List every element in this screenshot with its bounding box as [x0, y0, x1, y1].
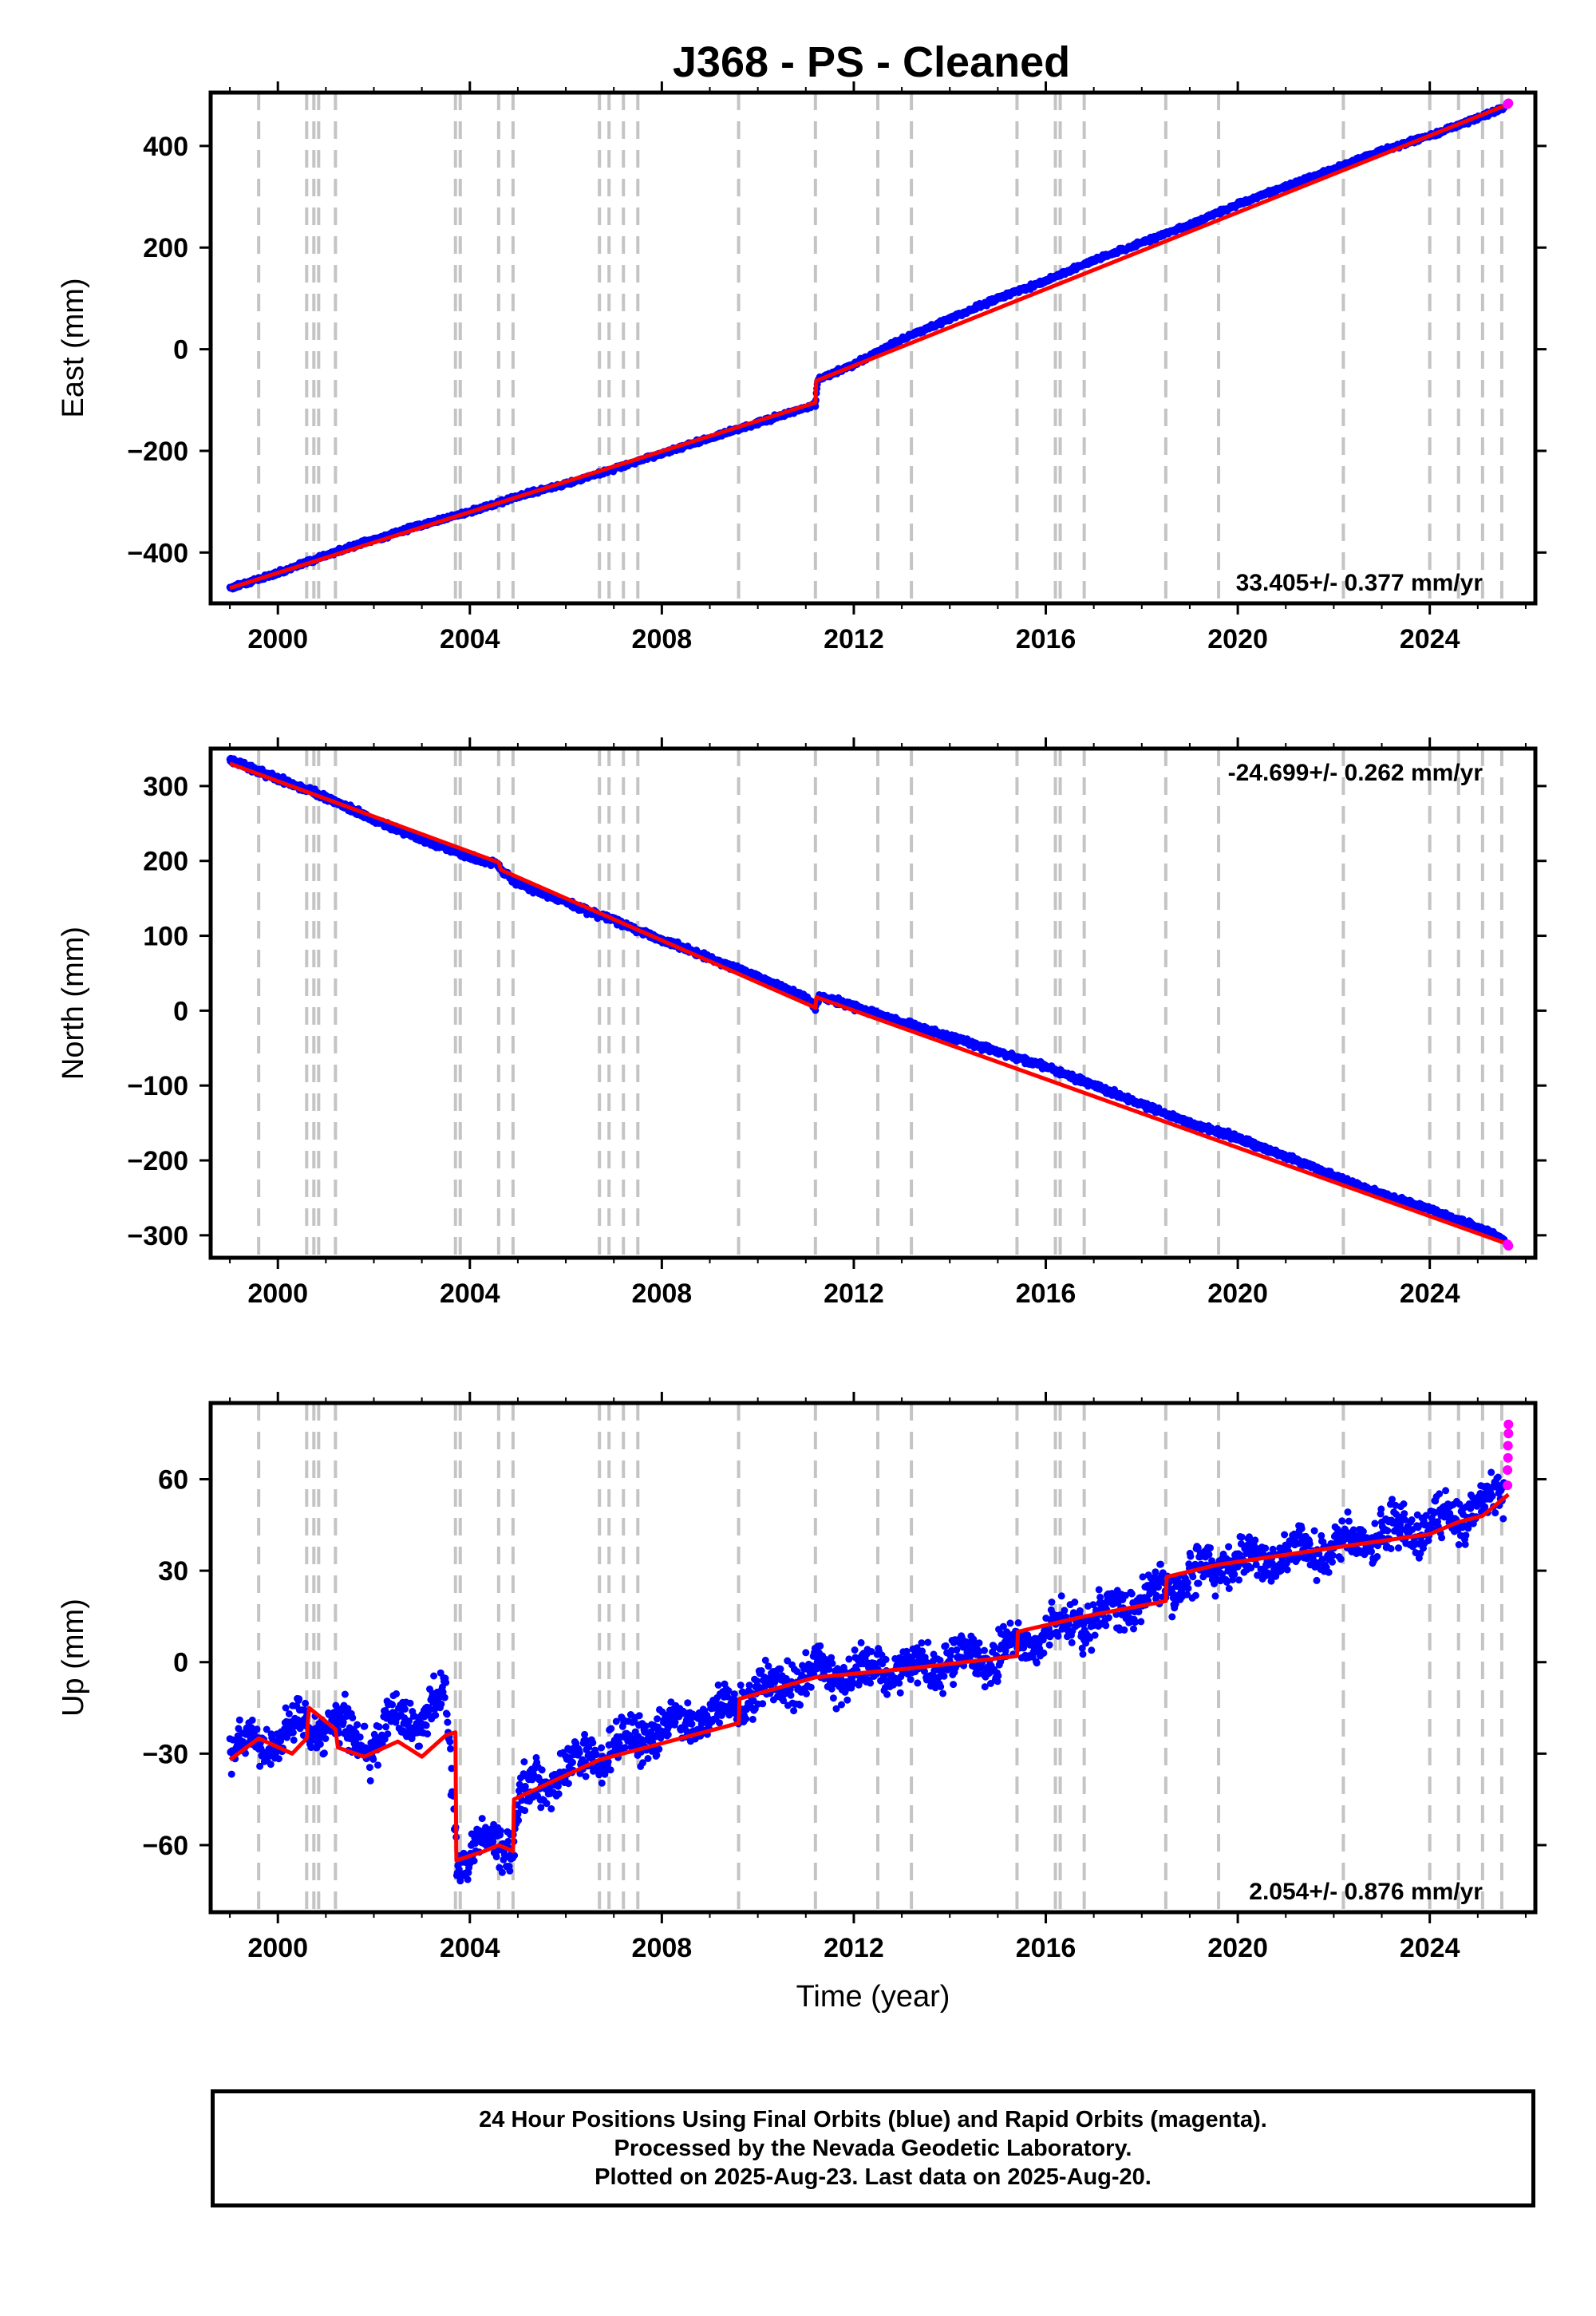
rapid-orbit-point	[1503, 1480, 1513, 1491]
plot-area	[226, 1403, 1514, 1912]
x-tick-label: 2020	[1207, 1933, 1268, 1963]
x-tick-label: 2016	[1016, 624, 1077, 654]
x-tick-label: 2004	[440, 624, 500, 654]
x-tick-label: 2024	[1400, 624, 1460, 654]
final-orbit-points	[226, 1468, 1508, 1885]
y-tick-label: 300	[143, 772, 188, 802]
y-tick-label: 30	[158, 1556, 188, 1587]
x-tick-label: 2004	[440, 1279, 500, 1309]
footer-line-2: Processed by the Nevada Geodetic Laborat…	[614, 2136, 1132, 2161]
y-axis-label: North (mm)	[57, 927, 90, 1080]
panel-3: 2000 2004 2008 2012 2016 2020 2024 −60 −30 0 30 60 U…	[57, 1392, 1547, 2014]
y-tick-label: −60	[142, 1831, 188, 1861]
rapid-orbit-point	[1503, 1240, 1514, 1251]
rapid-orbit-point	[1503, 1419, 1514, 1429]
x-tick-label: 2000	[247, 1279, 308, 1309]
x-tick-label: 2012	[824, 624, 884, 654]
final-orbit-points	[226, 104, 1508, 593]
y-tick-label: 200	[143, 233, 188, 263]
final-orbit-points	[226, 754, 1508, 1244]
x-tick-label: 2020	[1207, 1279, 1268, 1309]
rate-label: 33.405+/- 0.377 mm/yr	[1236, 570, 1483, 596]
plot-frame	[208, 746, 1538, 1260]
x-tick-label: 2008	[632, 1279, 693, 1309]
rate-label: 2.054+/- 0.876 mm/yr	[1249, 1879, 1483, 1905]
chart-title: J368 - PS - Cleaned	[673, 38, 1070, 86]
y-tick-label: 0	[173, 996, 188, 1026]
y-tick-label: 0	[173, 1648, 188, 1678]
x-tick-label: 2020	[1207, 624, 1268, 654]
y-tick-label: 100	[143, 922, 188, 952]
rapid-orbit-point	[1503, 1441, 1513, 1451]
footer-line-1: 24 Hour Positions Using Final Orbits (bl…	[479, 2107, 1267, 2132]
y-axis-label: Up (mm)	[57, 1599, 90, 1717]
rapid-orbit-point	[1503, 98, 1514, 109]
y-tick-label: 200	[143, 847, 188, 877]
model-line	[229, 102, 1510, 591]
x-tick-label: 2008	[632, 1933, 693, 1963]
x-tick-label: 2008	[632, 624, 693, 654]
panel-1: 2000 2004 2008 2012 2016 2020 2024 −400 −200 0 200…	[57, 81, 1547, 654]
x-tick-label: 2016	[1016, 1933, 1077, 1963]
y-tick-label: −200	[127, 437, 188, 467]
y-tick-label: 60	[158, 1465, 188, 1496]
x-tick-label: 2012	[824, 1933, 884, 1963]
y-tick-label: −200	[127, 1146, 188, 1176]
x-tick-label: 2000	[247, 1933, 308, 1963]
rate-label: -24.699+/- 0.262 mm/yr	[1228, 760, 1483, 786]
y-tick-label: −400	[127, 538, 188, 568]
plot-frame	[208, 90, 1538, 606]
x-tick-label: 2012	[824, 1279, 884, 1309]
rapid-orbit-point	[1503, 1429, 1514, 1439]
plot-area	[226, 749, 1514, 1258]
footer-box: 24 Hour Positions Using Final Orbits (bl…	[211, 2089, 1535, 2207]
y-tick-label: −30	[142, 1739, 188, 1769]
x-tick-label: 2004	[440, 1933, 500, 1963]
x-tick-label: 2000	[247, 624, 308, 654]
y-tick-label: −300	[127, 1221, 188, 1251]
x-axis-label: Time (year)	[796, 1980, 950, 2014]
model-line	[229, 761, 1510, 1247]
x-tick-label: 2024	[1400, 1279, 1460, 1309]
footer-line-3: Plotted on 2025-Aug-23. Last data on 202…	[595, 2164, 1152, 2190]
y-tick-label: 400	[143, 132, 188, 162]
y-tick-label: −100	[127, 1071, 188, 1101]
rapid-orbit-point	[1503, 1465, 1513, 1476]
plot-area	[226, 93, 1514, 603]
rapid-orbit-point	[1503, 1452, 1513, 1463]
model-line	[228, 1492, 1510, 1863]
plot-frame	[208, 1401, 1538, 1915]
x-tick-label: 2024	[1400, 1933, 1460, 1963]
y-tick-label: 0	[173, 335, 188, 366]
y-axis-label: East (mm)	[57, 278, 90, 417]
x-tick-label: 2016	[1016, 1279, 1077, 1309]
panel-2: 2000 2004 2008 2012 2016 2020 2024−300−200−100…	[57, 737, 1547, 1309]
